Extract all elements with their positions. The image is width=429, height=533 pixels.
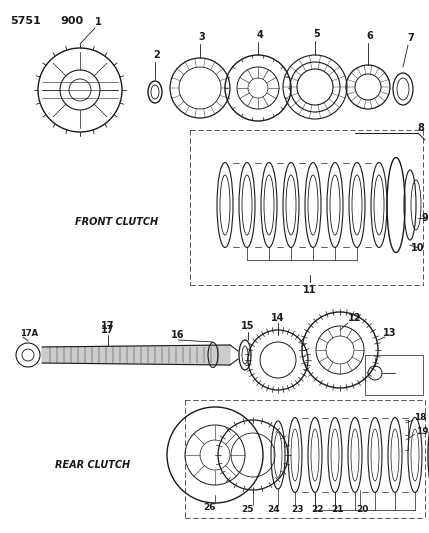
Text: 9: 9 — [422, 213, 429, 223]
Text: 2: 2 — [154, 50, 160, 60]
Text: 3: 3 — [199, 32, 205, 42]
Text: 18: 18 — [414, 414, 426, 423]
Text: 23: 23 — [292, 505, 304, 514]
Bar — [365, 355, 423, 395]
Text: 25: 25 — [242, 505, 254, 514]
Text: 19: 19 — [416, 427, 428, 437]
Text: 20: 20 — [356, 505, 368, 514]
Text: 24: 24 — [268, 505, 280, 514]
Text: 17A: 17A — [20, 328, 38, 337]
Text: 8: 8 — [417, 123, 424, 133]
Text: 26: 26 — [204, 504, 216, 513]
Text: 13: 13 — [383, 328, 397, 338]
Text: 5751: 5751 — [10, 16, 41, 26]
Text: 14: 14 — [271, 313, 285, 323]
Text: 21: 21 — [332, 505, 344, 514]
Polygon shape — [42, 345, 230, 365]
Text: FRONT CLUTCH: FRONT CLUTCH — [75, 217, 158, 227]
Text: 17: 17 — [101, 325, 115, 335]
Text: 16: 16 — [171, 330, 185, 340]
Text: 900: 900 — [60, 16, 83, 26]
Text: 22: 22 — [312, 505, 324, 514]
Text: 12: 12 — [348, 313, 362, 323]
Text: 6: 6 — [367, 31, 373, 41]
Text: 7: 7 — [408, 33, 414, 43]
Text: 15: 15 — [241, 321, 255, 331]
Text: 1: 1 — [95, 17, 101, 27]
Text: REAR CLUTCH: REAR CLUTCH — [55, 460, 130, 470]
Text: 4: 4 — [257, 30, 263, 40]
Text: 11: 11 — [303, 285, 317, 295]
Text: 10: 10 — [411, 243, 425, 253]
Text: 17: 17 — [101, 321, 115, 331]
Text: 5: 5 — [314, 29, 320, 39]
